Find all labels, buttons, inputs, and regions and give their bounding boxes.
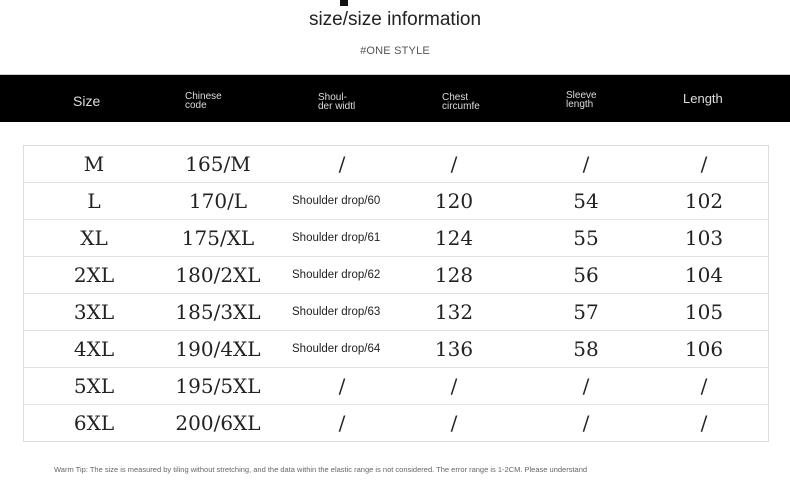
cell-size: 5XL: [73, 374, 115, 398]
cell-chinese-code: 180/2XL: [175, 263, 261, 287]
cell-size: XL: [80, 226, 108, 250]
cell-size: L: [87, 189, 101, 213]
cell-length: 103: [684, 226, 724, 250]
cell-size: 2XL: [73, 263, 115, 287]
header-chest: Chest circumfe: [442, 92, 480, 112]
table-row: M 165/M / / / /: [24, 146, 768, 182]
cell-shoulder: /: [338, 152, 346, 176]
cell-length: 104: [684, 263, 724, 287]
warm-tip: Warm Tip: The size is measured by tiling…: [54, 465, 588, 474]
cell-chinese-code: 190/4XL: [175, 337, 261, 361]
table-row: 4XL 190/4XL Shoulder drop/64 136 58 106: [24, 330, 768, 367]
cell-sleeve: 54: [573, 189, 599, 213]
header-sleeve-length: Sleeve length: [566, 90, 597, 110]
table-row: L 170/L Shoulder drop/60 120 54 102: [24, 182, 768, 219]
table-row: 5XL 195/5XL / / / /: [24, 367, 768, 404]
cell-length: 102: [684, 189, 724, 213]
cell-shoulder: Shoulder drop/63: [292, 306, 381, 318]
cell-chest: 132: [434, 300, 474, 324]
cell-length: /: [700, 411, 708, 435]
cell-size: M: [83, 152, 105, 176]
cell-shoulder: Shoulder drop/62: [292, 269, 381, 281]
table-row: 3XL 185/3XL Shoulder drop/63 132 57 105: [24, 293, 768, 330]
cell-chest: /: [450, 152, 458, 176]
cell-size: 3XL: [73, 300, 115, 324]
cell-size: 6XL: [73, 411, 115, 435]
cell-sleeve: 56: [573, 263, 599, 287]
cell-sleeve: /: [582, 374, 590, 398]
cell-length: /: [700, 152, 708, 176]
cell-length: /: [700, 374, 708, 398]
cell-shoulder: /: [338, 411, 346, 435]
table-header: Size Chinese code Shoul-der widtl Chest ci…: [0, 74, 790, 122]
cell-size: 4XL: [73, 337, 115, 361]
cell-chest: 128: [434, 263, 474, 287]
cell-chinese-code: 195/5XL: [175, 374, 261, 398]
cell-chest: /: [450, 374, 458, 398]
cell-shoulder: /: [338, 374, 346, 398]
cell-chest: 120: [434, 189, 474, 213]
header-chinese-code: Chinese code: [185, 91, 222, 111]
cell-sleeve: 55: [573, 226, 599, 250]
cell-chest: /: [450, 411, 458, 435]
cell-chinese-code: 175/XL: [181, 226, 255, 250]
cell-shoulder: Shoulder drop/60: [292, 195, 381, 207]
header-length: Length: [683, 91, 723, 106]
cell-shoulder: Shoulder drop/61: [292, 232, 381, 244]
cell-length: 105: [684, 300, 724, 324]
cell-chinese-code: 200/6XL: [175, 411, 261, 435]
cell-sleeve: /: [582, 152, 590, 176]
cell-sleeve: /: [582, 411, 590, 435]
style-label: #ONE STYLE: [360, 45, 430, 57]
header-size: Size: [73, 93, 101, 109]
size-table: M 165/M / / / / L 170/L Shoulder drop/60 120 54 102…: [23, 145, 769, 442]
cell-chinese-code: 165/M: [185, 152, 251, 176]
cell-chinese-code: 185/3XL: [175, 300, 261, 324]
cell-sleeve: 57: [573, 300, 599, 324]
cell-length: 106: [684, 337, 724, 361]
table-row: 2XL 180/2XL Shoulder drop/62 128 56 104: [24, 256, 768, 293]
title-fragment: [340, 0, 348, 6]
cell-chest: 124: [434, 226, 474, 250]
table-row: XL 175/XL Shoulder drop/61 124 55 103: [24, 219, 768, 256]
table-row: 6XL 200/6XL / / / /: [24, 404, 768, 441]
cell-shoulder: Shoulder drop/64: [292, 343, 381, 355]
cell-chinese-code: 170/L: [188, 189, 248, 213]
cell-chest: 136: [434, 337, 474, 361]
page-title: size/size information: [308, 9, 482, 30]
cell-sleeve: 58: [573, 337, 599, 361]
header-shoulder-width: Shoul-der widtl: [318, 92, 356, 112]
